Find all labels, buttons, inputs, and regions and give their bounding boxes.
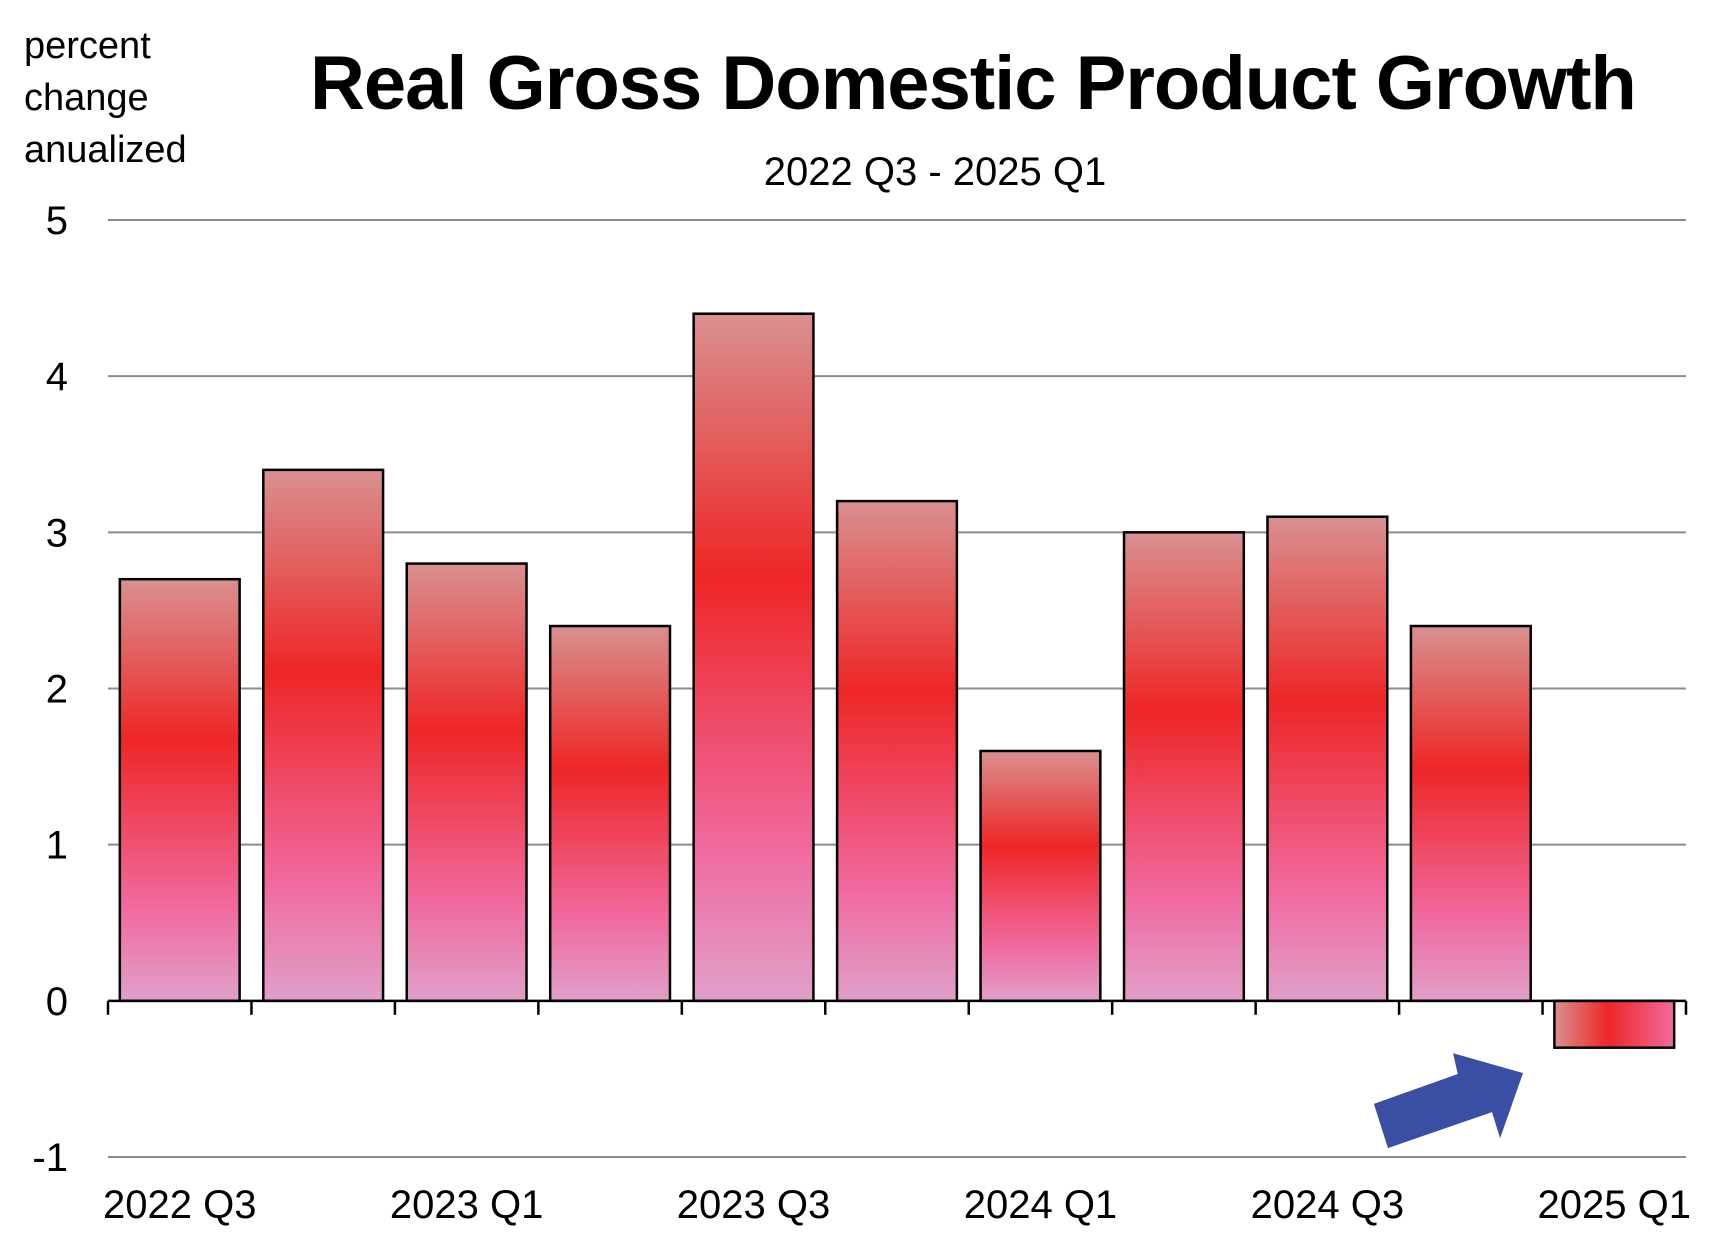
bar-2022-q4	[262, 468, 385, 1003]
bar-2022-q3	[118, 577, 241, 1003]
y-tick-label: 1	[46, 824, 68, 868]
y-tick-label: 0	[46, 980, 68, 1024]
bar-2025-q1	[1553, 999, 1676, 1049]
y-tick-label: 4	[46, 355, 68, 399]
bar-2024-q2	[1122, 531, 1246, 1003]
x-tick-labels: 2022 Q3 2023 Q1 2023 Q3 2024 Q1 2024 Q3 2025 …	[103, 1183, 1691, 1227]
chart-title: Real Gross Domestic Product Growth	[310, 41, 1637, 126]
x-tick-label: 2023 Q1	[390, 1183, 543, 1227]
x-tick-label: 2022 Q3	[103, 1183, 256, 1227]
x-tick-label: 2025 Q1	[1538, 1183, 1691, 1227]
bar-2024-q3	[1266, 515, 1389, 1003]
y-tick-label: 3	[46, 511, 68, 555]
bar-2024-q4	[1409, 624, 1532, 1003]
y-tick-label: -1	[32, 1136, 68, 1180]
bar-2023-q1	[405, 562, 528, 1003]
x-tick-label: 2023 Q3	[677, 1183, 830, 1227]
bar-2024-q1	[979, 749, 1102, 1003]
chart-subtitle: 2022 Q3 - 2025 Q1	[763, 150, 1107, 194]
y-axis-label-line-1: percent	[24, 25, 151, 67]
bar-2023-q3	[692, 312, 815, 1003]
y-tick-labels: 5 4 3 2 1 0 -1	[32, 199, 68, 1180]
x-axis	[106, 999, 1688, 1015]
y-axis-label-line-2: change	[24, 77, 149, 119]
y-axis-label-line-3: anualized	[24, 129, 187, 171]
y-tick-label: 5	[46, 199, 68, 243]
x-tick-label: 2024 Q1	[964, 1183, 1117, 1227]
bar-2023-q4	[835, 499, 959, 1003]
arrow-icon	[1370, 1048, 1527, 1152]
x-tick-label: 2024 Q3	[1251, 1183, 1404, 1227]
y-tick-label: 2	[46, 668, 68, 712]
bars	[118, 312, 1676, 1049]
bar-2023-q2	[548, 624, 672, 1003]
y-axis-label: percent change anualized	[24, 20, 224, 176]
